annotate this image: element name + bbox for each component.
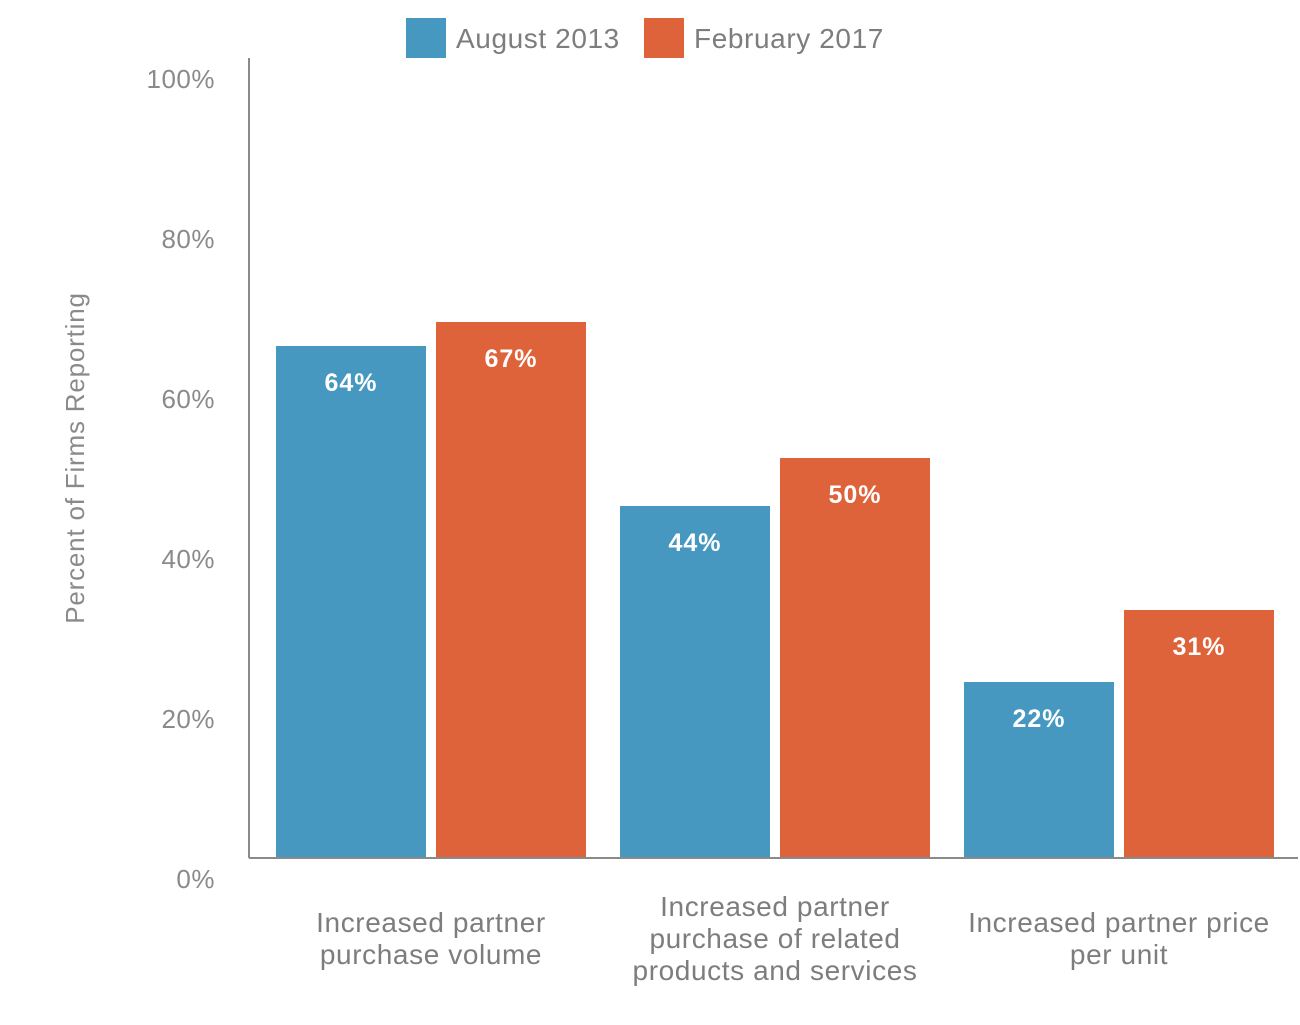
x-category-label: Increased partner price per unit bbox=[968, 907, 1270, 970]
y-tick-label: 60% bbox=[161, 384, 215, 414]
y-tick-label: 20% bbox=[161, 704, 215, 734]
y-axis-title: Percent of Firms Reporting bbox=[60, 292, 90, 623]
y-tick-label: 100% bbox=[147, 64, 216, 94]
x-category-label-line: purchase volume bbox=[320, 939, 542, 970]
axes bbox=[248, 58, 1298, 859]
bar-aug-2013-cat-2 bbox=[620, 506, 770, 858]
y-tick-label: 80% bbox=[161, 224, 215, 254]
category-labels: Increased partner purchase volumeIncrease… bbox=[316, 891, 1270, 986]
y-tick-label: 40% bbox=[161, 544, 215, 574]
y-tick-label: 0% bbox=[176, 864, 215, 894]
x-category-label: Increased partner purchase of related prod… bbox=[633, 891, 918, 986]
legend-label-1: August 2013 bbox=[456, 23, 620, 54]
bars: 64% 67% 44% 50% 22% 31% bbox=[276, 322, 1274, 858]
x-category-label-line: per unit bbox=[1070, 939, 1168, 970]
x-category-label-line: Increased partner price bbox=[968, 907, 1270, 938]
bar-value-label: 67% bbox=[484, 345, 537, 373]
legend-label-2: February 2017 bbox=[694, 23, 884, 54]
x-category-label-line: Increased partner bbox=[316, 907, 546, 938]
bar-aug-2013-cat-3 bbox=[964, 682, 1114, 858]
bar-value-label: 31% bbox=[1172, 633, 1225, 661]
legend-swatch-1 bbox=[406, 18, 446, 58]
bar-value-label: 64% bbox=[324, 369, 377, 397]
bar-feb-2017-cat-3 bbox=[1124, 610, 1274, 858]
bar-value-label: 50% bbox=[828, 481, 881, 509]
bar-feb-2017-cat-1 bbox=[436, 322, 586, 858]
bar-aug-2013-cat-1 bbox=[276, 346, 426, 858]
bar-value-label: 44% bbox=[668, 529, 721, 557]
bar-feb-2017-cat-2 bbox=[780, 458, 930, 858]
legend-swatch-2 bbox=[644, 18, 684, 58]
y-axis-title-group: Percent of Firms Reporting bbox=[60, 292, 90, 623]
x-category-label-line: products and services bbox=[633, 955, 918, 986]
x-category-label: Increased partner purchase volume bbox=[316, 907, 546, 970]
y-axis-ticks: 0% 20% 40% 60% 80% 100% bbox=[147, 64, 216, 894]
x-category-label-line: purchase of related bbox=[649, 923, 900, 954]
legend: August 2013 February 2017 bbox=[406, 18, 884, 58]
x-category-label-line: Increased partner bbox=[660, 891, 890, 922]
bar-value-label: 22% bbox=[1012, 705, 1065, 733]
